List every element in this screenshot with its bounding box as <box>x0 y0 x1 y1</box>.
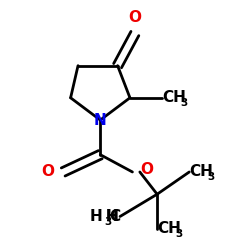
Text: H: H <box>90 209 102 224</box>
Text: 3: 3 <box>175 229 182 239</box>
Text: H: H <box>106 209 119 224</box>
Text: 3: 3 <box>207 172 214 182</box>
Text: CH: CH <box>189 164 213 180</box>
Text: N: N <box>94 112 107 128</box>
Text: 3: 3 <box>104 217 112 227</box>
Text: CH: CH <box>157 221 181 236</box>
Text: O: O <box>42 164 54 180</box>
Text: 3: 3 <box>180 98 187 108</box>
Text: O: O <box>128 10 141 25</box>
Text: CH: CH <box>162 90 186 105</box>
Text: O: O <box>140 162 153 177</box>
Text: H: H <box>106 209 119 224</box>
Text: C: C <box>109 209 120 224</box>
